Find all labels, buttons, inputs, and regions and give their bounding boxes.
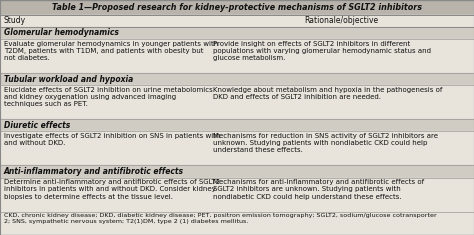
Text: Diuretic effects: Diuretic effects: [4, 121, 70, 130]
Bar: [0, 15, 474, 27]
Bar: [0, 178, 474, 212]
Text: Mechanisms for reduction in SNS activity of SGLT2 inhibitors are
unknown. Studyi: Mechanisms for reduction in SNS activity…: [212, 133, 438, 153]
Text: Rationale/objective: Rationale/objective: [304, 16, 378, 25]
Text: Knowledge about metabolism and hypoxia in the pathogenesis of
DKD and effects of: Knowledge about metabolism and hypoxia i…: [212, 87, 442, 100]
Text: Elucidate effects of SGLT2 inhibition on urine metabolomics
and kidney oxygenati: Elucidate effects of SGLT2 inhibition on…: [4, 87, 213, 107]
Text: Tubular workload and hypoxia: Tubular workload and hypoxia: [4, 75, 133, 84]
Text: Investigate effects of SGLT2 inhibition on SNS in patients with
and without DKD.: Investigate effects of SGLT2 inhibition …: [4, 133, 220, 146]
Bar: [0, 119, 474, 131]
Bar: [0, 131, 474, 165]
Text: Determine anti-inflammatory and antifibrotic effects of SGLT2
inhibitors in pati: Determine anti-inflammatory and antifibr…: [4, 179, 220, 200]
Text: Evaluate glomerular hemodynamics in younger patients with
T2DM, patients with T1: Evaluate glomerular hemodynamics in youn…: [4, 41, 218, 61]
Bar: [0, 212, 474, 235]
Bar: [0, 165, 474, 178]
Bar: [0, 39, 474, 73]
Text: Provide insight on effects of SGLT2 inhibitors in different
populations with var: Provide insight on effects of SGLT2 inhi…: [212, 41, 430, 61]
Text: Glomerular hemodynamics: Glomerular hemodynamics: [4, 28, 119, 37]
Bar: [0, 85, 474, 119]
Text: CKD, chronic kidney disease; DKD, diabetic kidney disease; PET, positron emissio: CKD, chronic kidney disease; DKD, diabet…: [4, 213, 437, 224]
Text: Study: Study: [4, 16, 26, 25]
Text: Table 1—Proposed research for kidney-protective mechanisms of SGLT2 inhibitors: Table 1—Proposed research for kidney-pro…: [52, 3, 422, 12]
Bar: [0, 27, 474, 39]
Text: Mechanisms for anti-inflammatory and antifibrotic effects of
SGLT2 inhibitors ar: Mechanisms for anti-inflammatory and ant…: [212, 179, 424, 200]
Bar: [0, 73, 474, 85]
Text: Anti-inflammatory and antifibrotic effects: Anti-inflammatory and antifibrotic effec…: [4, 167, 184, 176]
Bar: [0, 0, 474, 15]
